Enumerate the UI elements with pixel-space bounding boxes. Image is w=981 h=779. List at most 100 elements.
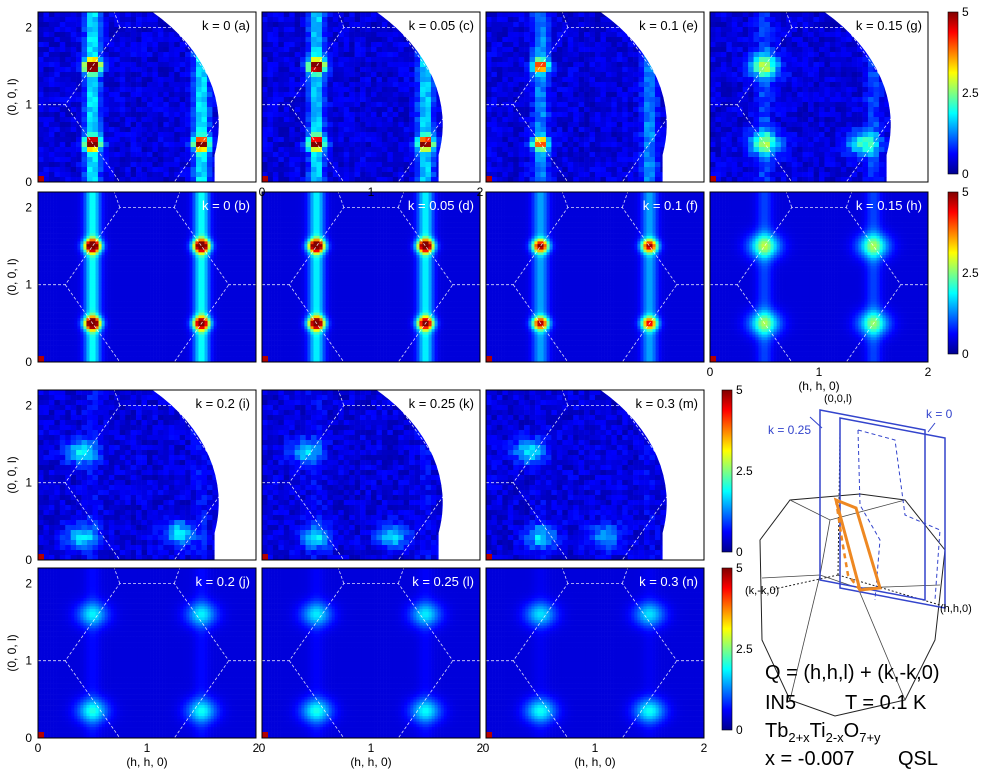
bz-boundary — [621, 11, 629, 28]
heatmap-panel-i: k = 0.2 (i) — [37, 389, 257, 561]
y-tick-label: 2 — [25, 398, 32, 412]
bz-boundary — [113, 11, 121, 28]
x-tick-label: 1 — [144, 741, 151, 755]
heatmap-pixels — [38, 568, 256, 738]
temperature-label: T = 0.1 K — [845, 692, 926, 715]
heatmap-pixels — [486, 390, 667, 560]
axes: 0 1 2 (0, 0, l) 0 1 2 (0, 0, l) 0 1 2 (0, 0, l) 0 1 2 (… — [5, 20, 932, 769]
panel-label: k = 0.25 (k) — [409, 396, 474, 411]
colorbar — [721, 389, 733, 553]
bz-outline — [759, 493, 946, 717]
bz-boundary — [173, 567, 181, 584]
bz-boundary — [486, 405, 704, 484]
q-formula: Q = (h,h,l) + (k,-k,0) — [765, 662, 939, 685]
brillouin-zone-diagram: k = 0.25 k = 0 (0,0,l) (k,-k,0) (h,h,0) — [745, 393, 972, 717]
bz-boundary — [397, 191, 405, 208]
colorbar-tick-label: 2.5 — [736, 642, 753, 656]
bz-boundary — [173, 389, 181, 406]
colorbar-tick-label: 0 — [962, 167, 969, 181]
y-axis-label: (0, 0, l) — [5, 456, 19, 493]
bz-boundary — [561, 191, 569, 208]
bz-boundary — [710, 207, 928, 286]
x-axis-label: (h, h, 0) — [126, 755, 167, 769]
k025-pointer — [809, 416, 823, 429]
colorbar-tick-label: 0 — [736, 723, 743, 737]
panel-label: k = 0.3 (m) — [636, 396, 699, 411]
colorbar — [947, 191, 959, 355]
heatmap-panel-j: k = 0.2 (j) — [37, 567, 257, 739]
heatmap-pixels — [38, 390, 219, 560]
instrument-label: IN5 — [765, 692, 796, 715]
x-tick-label: 2 — [477, 185, 484, 199]
colorbar-tick-label: 5 — [962, 5, 969, 19]
panel-frame — [485, 191, 705, 363]
x-tick-label: 1 — [816, 365, 823, 379]
bz-edges-4 — [857, 587, 906, 701]
panel-label: k = 0.3 (n) — [639, 574, 698, 589]
panel-frame — [37, 11, 257, 183]
bz-boundary — [38, 207, 256, 286]
bz-boundary — [845, 191, 853, 208]
phase-label: QSL — [898, 748, 938, 771]
colorbar-tick-label: 5 — [962, 185, 969, 199]
x-axis-label: (h, h, 0) — [798, 379, 839, 393]
plane-bz-cut-dashed-2 — [857, 429, 881, 601]
k0-pointer — [927, 422, 936, 433]
bz-boundary — [785, 11, 793, 28]
panel-label: k = 0.1 (e) — [639, 18, 698, 33]
bz-boundary — [397, 567, 405, 584]
bz-boundary — [337, 11, 345, 28]
bz-boundary — [337, 567, 345, 584]
y-tick-label: 0 — [25, 553, 32, 567]
bz-boundary — [710, 27, 928, 106]
x-tick-label: 1 — [368, 185, 375, 199]
panel-frame — [485, 567, 705, 739]
y-tick-label: 0 — [25, 355, 32, 369]
colorbar-tick-label: 0 — [962, 347, 969, 361]
y-tick-label: 0 — [25, 175, 32, 189]
heatmap-panel-b: k = 0 (b) — [37, 191, 257, 363]
orange-cut — [833, 497, 882, 592]
chemical-formula: Tb2+xTi2-xO7+y — [765, 720, 881, 745]
heatmap-panels: k = 0 (a) k = 0.05 (c) k = 0.1 (e) k = 0.15… — [37, 11, 929, 739]
x-tick-label: 0 — [259, 741, 266, 755]
x-axis-label: (h, h, 0) — [574, 755, 615, 769]
panel-label: k = 0.05 (c) — [409, 18, 474, 33]
formula-o: O — [844, 720, 860, 742]
panel-label: k = 0.05 (d) — [408, 198, 474, 213]
colorbar-tick-label: 2.5 — [962, 86, 979, 100]
bz-boundary — [486, 207, 704, 286]
colorbar-tick-label: 0 — [736, 545, 743, 559]
heatmap-pixels — [486, 568, 704, 738]
panel-label: k = 0.1 (f) — [643, 198, 698, 213]
panel-frame — [261, 567, 481, 739]
bz-edges-3 — [789, 574, 821, 701]
bz-boundary — [262, 207, 480, 286]
panel-frame — [485, 389, 705, 561]
x-tick-label: 1 — [592, 741, 599, 755]
y-axis-label: (0, 0, l) — [5, 634, 19, 671]
heatmap-pixels — [262, 12, 443, 182]
heatmap-panel-k: k = 0.25 (k) — [261, 389, 481, 561]
orange-cut-dashed — [834, 499, 861, 591]
bz-boundary — [785, 191, 793, 208]
bz-boundary — [113, 191, 121, 208]
formula-tb-sub: 2+x — [788, 730, 809, 745]
heatmap-pixels — [262, 568, 480, 738]
y-tick-label: 1 — [25, 98, 32, 112]
heatmap-panel-m: k = 0.3 (m) — [485, 389, 705, 561]
heatmap-panel-d: k = 0.05 (d) — [261, 191, 481, 363]
bz-boundary — [621, 191, 629, 208]
panel-frame — [485, 11, 705, 183]
heatmap-panel-n: k = 0.3 (n) — [485, 567, 705, 739]
label-kmk0: (k,-k,0) — [745, 585, 779, 597]
colorbar-tick-label: 2.5 — [962, 266, 979, 280]
panel-label: k = 0 (a) — [202, 18, 250, 33]
heatmap-panel-e: k = 0.1 (e) — [485, 11, 705, 183]
panel-frame — [37, 567, 257, 739]
panel-frame — [261, 11, 481, 183]
x-tick-label: 1 — [368, 741, 375, 755]
heatmap-pixels — [38, 12, 219, 182]
heatmap-panel-f: k = 0.1 (f) — [485, 191, 705, 363]
